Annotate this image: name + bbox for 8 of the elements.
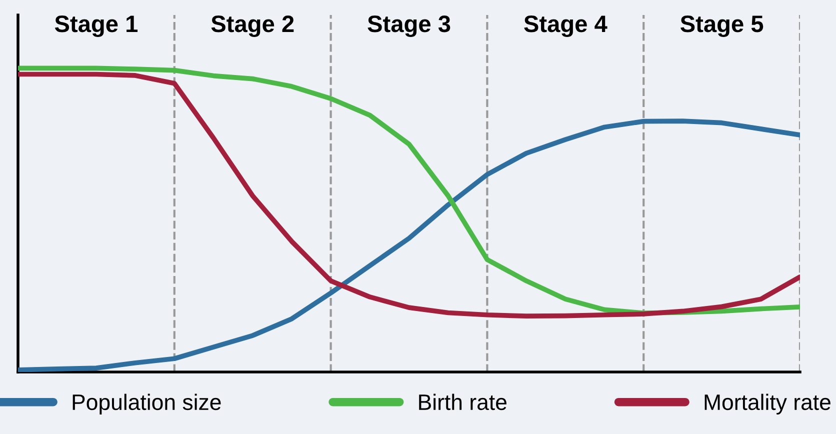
- text: Stage 4: [524, 16, 608, 38]
- text: Stage 2: [211, 16, 294, 38]
- text: Stage 1: [54, 16, 138, 38]
- text: Stage 3: [368, 16, 450, 38]
- text: Stage 5: [680, 16, 764, 38]
- legend-label: Mortality rate: [704, 394, 830, 414]
- legend-label: Population size: [72, 394, 221, 414]
- legend-label: Birth rate: [419, 394, 506, 410]
